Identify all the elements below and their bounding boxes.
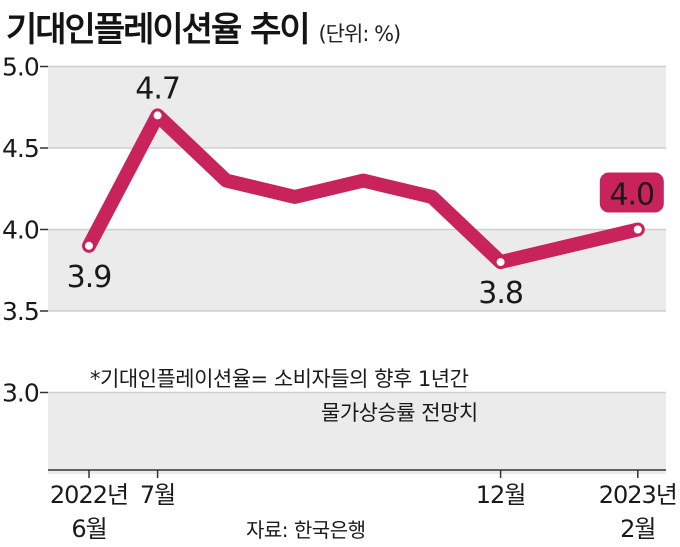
data-point [151,109,164,122]
y-tick-label: 4.5 [2,134,39,163]
title-text: 기대인플레이션율 추이 [6,10,311,50]
x-tick-label: 2022년 [50,481,128,509]
data-label: 4.7 [135,71,180,106]
x-tick-label: 12월 [476,481,526,509]
data-point [83,239,95,252]
source-note: 자료: 한국은행 [246,518,366,542]
data-label: 3.8 [478,276,523,311]
series-line [82,108,645,270]
x-tick-label: 2023년 [599,481,677,509]
y-tick-label: 5.0 [2,53,39,82]
x-tick-label: 7월 [140,481,175,509]
y-tick-label: 4.0 [2,216,39,245]
y-tick-label: 3.5 [2,297,39,326]
chart-title: 기대인플레이션율 추이 (단위: %) [6,2,401,51]
footnote-line-1: *기대인플레이션율= 소비자들의 향후 1년간 [90,367,469,391]
grid-band-2 [48,392,666,474]
data-point [494,256,507,269]
data-label: 4.0 [609,178,654,213]
data-point [631,223,644,236]
x-tick-label-line2: 2월 [620,515,655,543]
y-tick-label: 3.0 [2,379,39,408]
unit-label: (단위: %) [318,22,401,46]
data-label: 3.9 [67,260,112,295]
footnote-line-2: 물가상승률 전망치 [321,401,478,425]
highlight-badge [599,172,664,213]
x-tick-label-line2: 6월 [71,515,106,543]
